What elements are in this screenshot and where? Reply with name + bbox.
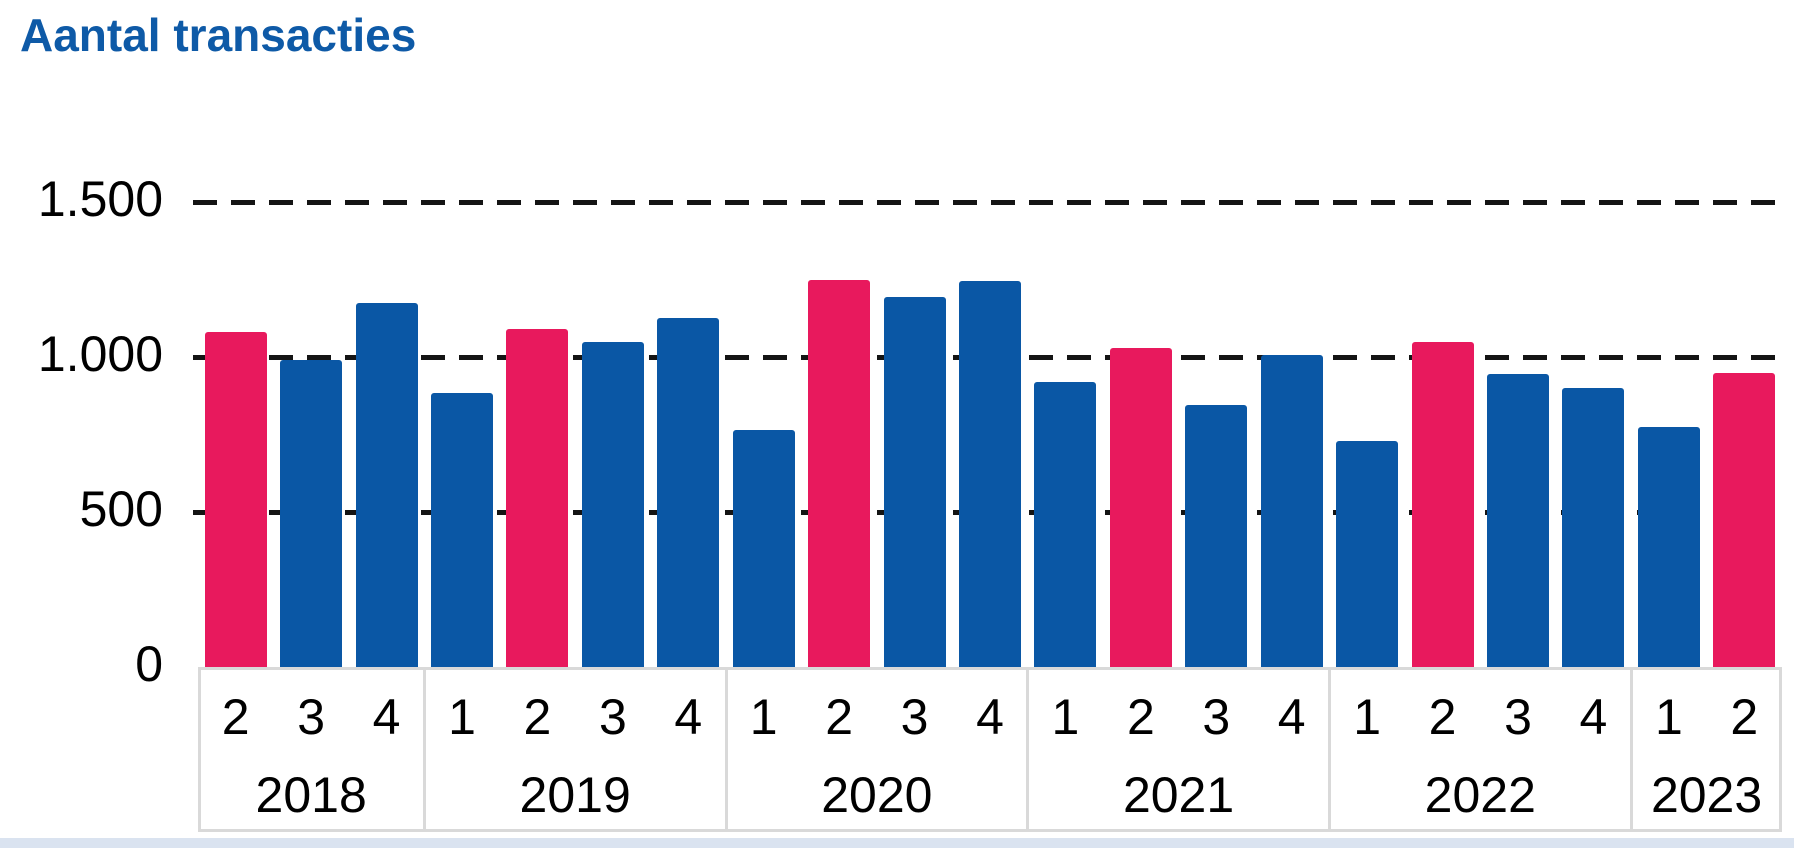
bar-2019-q1: [431, 392, 493, 667]
bar-2023-q1: [1637, 426, 1700, 667]
bar-2018-q2: [204, 332, 267, 667]
year-label: 2019: [519, 767, 631, 823]
bar-2020-q1: [732, 429, 795, 667]
year-group-separator: [1327, 667, 1331, 832]
quarter-label: 1: [1654, 689, 1683, 745]
quarter-label: 1: [749, 689, 778, 745]
quarter-label: 4: [372, 689, 401, 745]
year-group-separator: [724, 667, 728, 832]
quarter-label: 4: [976, 689, 1004, 745]
bar-2022-q2: [1411, 341, 1474, 667]
bar-2020-q2: [808, 279, 871, 667]
bar-2020-q3: [883, 296, 946, 667]
bar-2022-q1: [1336, 440, 1399, 667]
quarter-label: 2: [1126, 689, 1155, 745]
year-label: 2020: [821, 767, 933, 823]
quarter-label: 1: [448, 689, 476, 745]
bar-2018-q3: [280, 360, 343, 667]
quarter-label: 1: [1353, 689, 1382, 745]
bar-2019-q2: [506, 329, 569, 667]
year-label: 2018: [255, 767, 367, 823]
year-label: 2021: [1122, 767, 1235, 823]
quarter-label: 2: [825, 689, 854, 745]
quarter-label: 3: [1202, 689, 1231, 745]
quarter-label: 2: [1428, 689, 1457, 745]
year-label: 2022: [1424, 767, 1536, 823]
year-label: 2023: [1650, 767, 1763, 823]
year-group-separator: [1026, 667, 1030, 832]
year-group-separator: [1629, 667, 1633, 832]
year-group-separator: [422, 667, 426, 832]
bar-2018-q4: [355, 302, 418, 667]
y-axis-tick-label: 1.000: [37, 326, 163, 382]
quarter-label: 3: [297, 689, 326, 745]
y-axis-tick-label: 0: [135, 636, 163, 692]
quarter-label: 3: [1504, 689, 1532, 745]
quarter-label: 3: [900, 689, 929, 745]
bar-2021-q4: [1260, 355, 1323, 667]
bar-2023-q2: [1713, 372, 1776, 667]
quarter-label: 2: [523, 689, 552, 745]
quarter-label: 4: [674, 689, 703, 745]
gridline-dashed: [193, 200, 1778, 205]
y-axis-tick-label: 500: [79, 481, 163, 537]
quarter-label: 4: [1277, 689, 1306, 745]
quarter-label: 1: [1051, 689, 1080, 745]
quarter-label: 2: [221, 689, 250, 745]
bottom-band: [0, 838, 1794, 848]
quarter-label: 2: [1730, 689, 1759, 745]
bar-2022-q3: [1487, 374, 1549, 667]
y-axis-tick-label: 1.500: [37, 171, 163, 227]
bar-2019-q4: [657, 318, 720, 667]
bar-2020-q4: [959, 281, 1021, 667]
quarter-label: 3: [598, 689, 627, 745]
quarter-label: 4: [1579, 689, 1608, 745]
bar-2021-q1: [1034, 381, 1097, 667]
bar-2022-q4: [1562, 388, 1625, 667]
chart-title: Aantal transacties: [20, 9, 417, 61]
bar-2021-q3: [1185, 405, 1248, 667]
bar-2019-q3: [581, 341, 644, 667]
x-axis-table: [198, 667, 1782, 832]
bar-2021-q2: [1109, 347, 1172, 667]
